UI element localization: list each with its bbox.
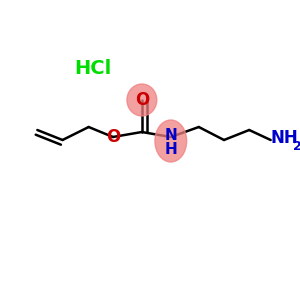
Circle shape [127, 84, 157, 116]
Text: O: O [135, 91, 149, 109]
Text: O: O [106, 128, 120, 146]
Text: N: N [164, 128, 177, 142]
Text: HCl: HCl [74, 59, 111, 79]
Ellipse shape [155, 120, 187, 162]
Text: 2: 2 [293, 140, 300, 152]
Text: NH: NH [271, 129, 298, 147]
Text: H: H [164, 142, 177, 157]
